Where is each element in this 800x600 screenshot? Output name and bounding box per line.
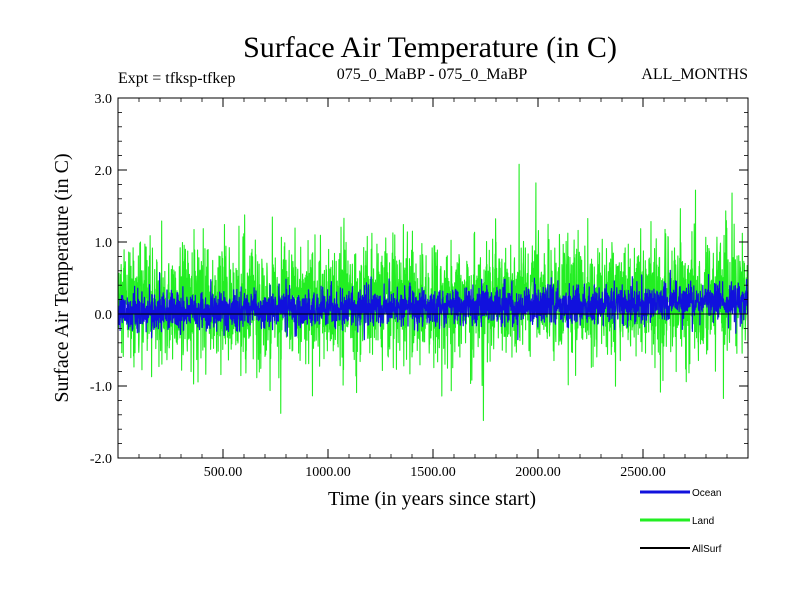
x-tick-label: 1500.00 — [410, 465, 456, 480]
y-tick-label: -2.0 — [90, 452, 112, 467]
legend: Ocean Land AllSurf — [640, 488, 722, 555]
legend-label-ocean: Ocean — [692, 488, 721, 499]
y-tick-label: 3.0 — [95, 92, 113, 107]
x-tick-label: 2500.00 — [620, 465, 666, 480]
y-axis-label: Surface Air Temperature (in C) — [51, 153, 73, 402]
subtitle-months: ALL_MONTHS — [641, 66, 748, 83]
x-tick-label: 500.00 — [204, 465, 243, 480]
y-tick-label: -1.0 — [90, 380, 112, 395]
plot-series — [118, 163, 748, 422]
subtitle-periods: 075_0_MaBP - 075_0_MaBP — [337, 66, 528, 83]
y-tick-label: 2.0 — [95, 164, 113, 179]
chart-title: Surface Air Temperature (in C) — [243, 31, 617, 64]
x-axis-label: Time (in years since start) — [328, 488, 536, 510]
y-tick-label: 1.0 — [95, 236, 113, 251]
y-tick-label: 0.0 — [95, 308, 113, 323]
legend-label-land: Land — [692, 516, 714, 527]
x-tick-label: 2000.00 — [515, 465, 561, 480]
tick-layer: 500.00 1000.00 1500.00 2000.00 2500.00 -2.0 -1… — [90, 92, 748, 480]
legend-label-allsurf: AllSurf — [692, 544, 722, 555]
subtitle-experiment: Expt = tfksp-tfkep — [118, 70, 235, 87]
series-line-land — [118, 163, 748, 422]
x-tick-label: 1000.00 — [305, 465, 351, 480]
series-line-ocean — [118, 269, 748, 341]
